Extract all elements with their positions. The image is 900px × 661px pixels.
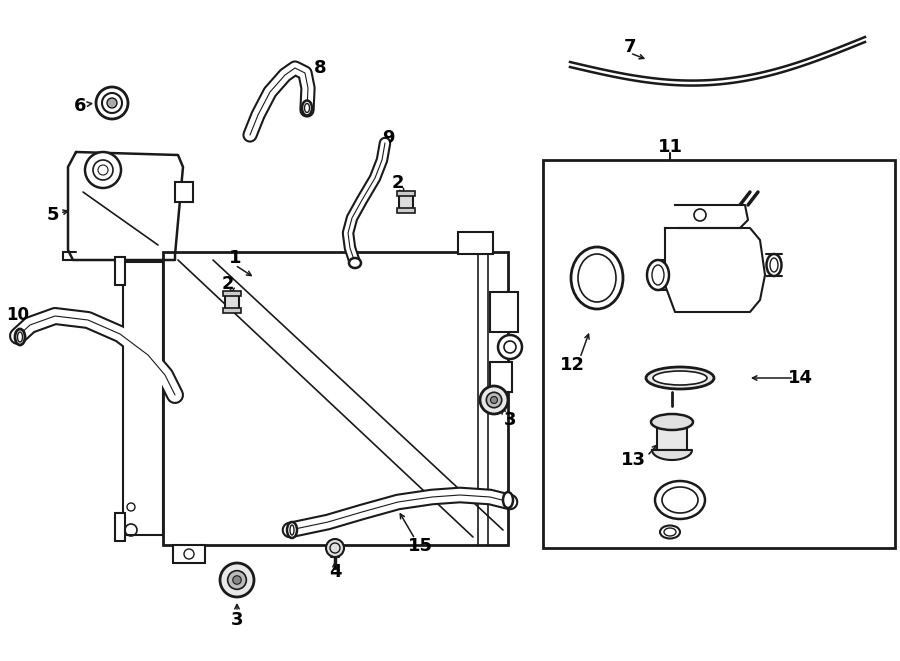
Text: 13: 13 [620,451,645,469]
Bar [123,262,163,535]
Text: 2: 2 [392,174,404,192]
Ellipse shape [571,247,623,309]
Polygon shape [675,205,748,228]
Bar [115,257,125,285]
Text: 6: 6 [74,97,86,115]
Circle shape [480,386,508,414]
Circle shape [486,392,501,408]
Text: 3: 3 [230,611,243,629]
Circle shape [694,209,706,221]
Bar [225,295,239,309]
Bar [543,160,895,548]
Bar [657,422,687,450]
Ellipse shape [646,367,714,389]
Text: 3: 3 [504,411,517,429]
Ellipse shape [578,254,616,302]
Bar [397,191,415,196]
Ellipse shape [647,260,669,290]
Text: 1: 1 [229,249,241,267]
Circle shape [233,576,241,584]
Bar [163,252,508,545]
Ellipse shape [662,487,698,513]
Ellipse shape [15,329,25,345]
Text: 15: 15 [408,537,433,555]
Ellipse shape [651,414,693,430]
Bar [115,513,125,541]
Circle shape [96,87,128,119]
Ellipse shape [655,481,705,519]
Ellipse shape [653,371,707,385]
Bar [223,291,241,296]
Text: 5: 5 [47,206,59,224]
Ellipse shape [287,522,297,538]
Ellipse shape [503,492,513,508]
Text: 2: 2 [221,275,234,293]
Ellipse shape [349,258,361,268]
Text: 9: 9 [382,129,394,147]
Text: 4: 4 [328,563,341,581]
Circle shape [326,539,344,557]
Bar [175,182,193,202]
Circle shape [491,397,498,403]
Circle shape [85,152,121,188]
Ellipse shape [767,254,781,276]
Bar [399,195,413,209]
Bar [490,292,518,332]
Bar [490,362,512,392]
Circle shape [107,98,117,108]
Polygon shape [652,450,692,460]
Text: 10: 10 [6,306,30,324]
Bar [458,232,493,254]
Text: 8: 8 [314,59,327,77]
Text: 7: 7 [624,38,636,56]
Text: 14: 14 [788,369,813,387]
Text: 12: 12 [560,356,584,374]
Circle shape [498,335,522,359]
Ellipse shape [302,100,312,116]
Polygon shape [665,228,765,312]
Circle shape [228,570,247,590]
Bar [223,308,241,313]
Text: 11: 11 [658,138,682,156]
Bar [397,208,415,213]
Polygon shape [68,152,183,260]
Bar [173,545,205,563]
Ellipse shape [660,525,680,539]
Circle shape [220,563,254,597]
